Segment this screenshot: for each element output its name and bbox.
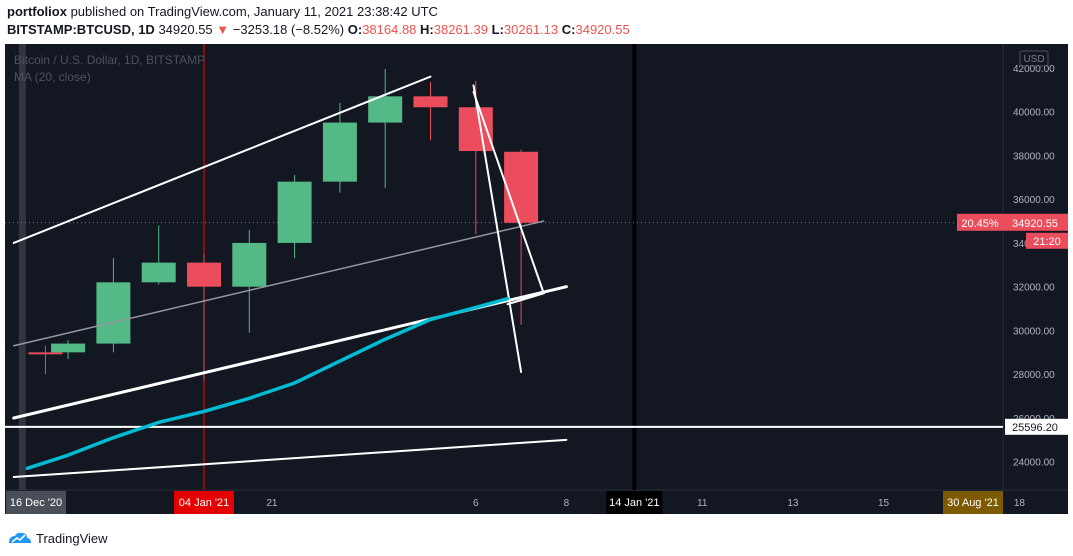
legend-indicator: MA (20, close): [14, 70, 91, 84]
open-value: 38164.88: [362, 22, 417, 37]
price-chart[interactable]: 24000.0026000.0028000.0030000.0032000.00…: [0, 44, 1073, 522]
time-marker-label: 30 Aug '21: [947, 497, 999, 509]
published-text: published on TradingView.com, January 11…: [70, 4, 438, 19]
open-label: O:: [347, 22, 363, 37]
grey-trend-line[interactable]: [12, 220, 545, 347]
pct-change-tag: [957, 213, 1003, 231]
candle-body[interactable]: [51, 343, 86, 353]
wedge-line-a[interactable]: [472, 84, 523, 374]
symbol-label: BITSTAMP:BTCUSD, 1D: [7, 22, 155, 37]
x-tick-label: 8: [564, 498, 570, 509]
candle-body[interactable]: [232, 242, 267, 287]
x-tick-label: 6: [473, 498, 479, 509]
time-marker-label: 04 Jan '21: [179, 497, 229, 509]
change-value: −3253.18 (−8.52%): [232, 22, 345, 37]
wedge-line-c[interactable]: [506, 292, 545, 306]
candle-body[interactable]: [141, 262, 176, 283]
future-date-marker: [632, 44, 637, 490]
y-tick-label: 24000.00: [1013, 458, 1055, 469]
last-price-tag-label: 34920.55: [1012, 218, 1058, 230]
x-tick-label: 13: [787, 498, 799, 509]
close-value: 34920.55: [575, 22, 630, 37]
time-marker-label: 14 Jan '21: [609, 497, 659, 509]
currency-badge-label: USD: [1023, 54, 1044, 65]
candle-body[interactable]: [413, 96, 448, 108]
low-label: L:: [491, 22, 504, 37]
down-arrow-icon: ▼: [216, 22, 230, 37]
last-price: 34920.55: [158, 22, 213, 37]
candle-body[interactable]: [458, 107, 493, 152]
time-marker-tag[interactable]: [943, 491, 1003, 514]
symbol-ohlc-line: BITSTAMP:BTCUSD, 1D 34920.55 ▼ −3253.18 …: [7, 22, 630, 37]
high-value: 38261.39: [433, 22, 488, 37]
low-value: 30261.13: [503, 22, 559, 37]
y-tick-label: 32000.00: [1013, 283, 1055, 294]
legend-title: Bitcoin / U.S. Dollar, 1D, BITSTAMP: [14, 53, 205, 67]
countdown-tag: [1026, 232, 1068, 249]
y-tick-label: 42000.00: [1013, 64, 1055, 75]
candle-body[interactable]: [368, 96, 403, 123]
x-tick-label: 21: [266, 498, 278, 509]
x-tick-label: 11: [697, 498, 708, 509]
candle-body[interactable]: [322, 122, 357, 182]
candle-body[interactable]: [28, 352, 63, 355]
time-axis-background[interactable]: [5, 490, 1068, 514]
y-tick-label: 30000.00: [1013, 326, 1055, 337]
time-marker-tag[interactable]: [174, 491, 234, 514]
price-axis-background[interactable]: [1003, 44, 1068, 490]
y-tick-label: 38000.00: [1013, 151, 1055, 162]
high-label: H:: [420, 22, 434, 37]
y-tick-label: 28000.00: [1013, 370, 1055, 381]
level-price-label: 25596.20: [1012, 422, 1058, 434]
selection-start-marker: [18, 44, 26, 490]
upper-channel-line[interactable]: [12, 75, 432, 244]
y-tick-label: 36000.00: [1013, 195, 1055, 206]
x-tick-label: 15: [878, 498, 890, 509]
x-tick-label: 18: [1014, 498, 1026, 509]
currency-badge[interactable]: [1019, 50, 1049, 67]
y-tick-label: 40000.00: [1013, 108, 1055, 119]
candle-body[interactable]: [504, 151, 539, 223]
tradingview-logo-icon: [9, 532, 31, 543]
publish-info: portfoliox published on TradingView.com,…: [7, 4, 438, 19]
moving-average-line: [25, 296, 510, 471]
pct-change-label: 20.45%: [961, 218, 999, 230]
author-name[interactable]: portfoliox: [7, 4, 67, 19]
time-marker-tag[interactable]: [606, 491, 663, 514]
candle-body[interactable]: [277, 181, 312, 243]
lower-trend-line[interactable]: [12, 438, 568, 479]
candle-body[interactable]: [187, 262, 221, 287]
time-marker-label: 16 Dec '20: [10, 497, 62, 509]
countdown-label: 21:20: [1033, 236, 1061, 248]
footer: TradingView: [8, 529, 108, 547]
candle-body[interactable]: [96, 282, 131, 344]
level-price-tag: [1005, 418, 1068, 435]
last-price-tag: [1003, 213, 1068, 231]
time-marker-tag[interactable]: [6, 491, 66, 514]
footer-brand[interactable]: TradingView: [36, 530, 108, 546]
wedge-line-b[interactable]: [472, 90, 545, 295]
close-label: C:: [561, 22, 576, 37]
